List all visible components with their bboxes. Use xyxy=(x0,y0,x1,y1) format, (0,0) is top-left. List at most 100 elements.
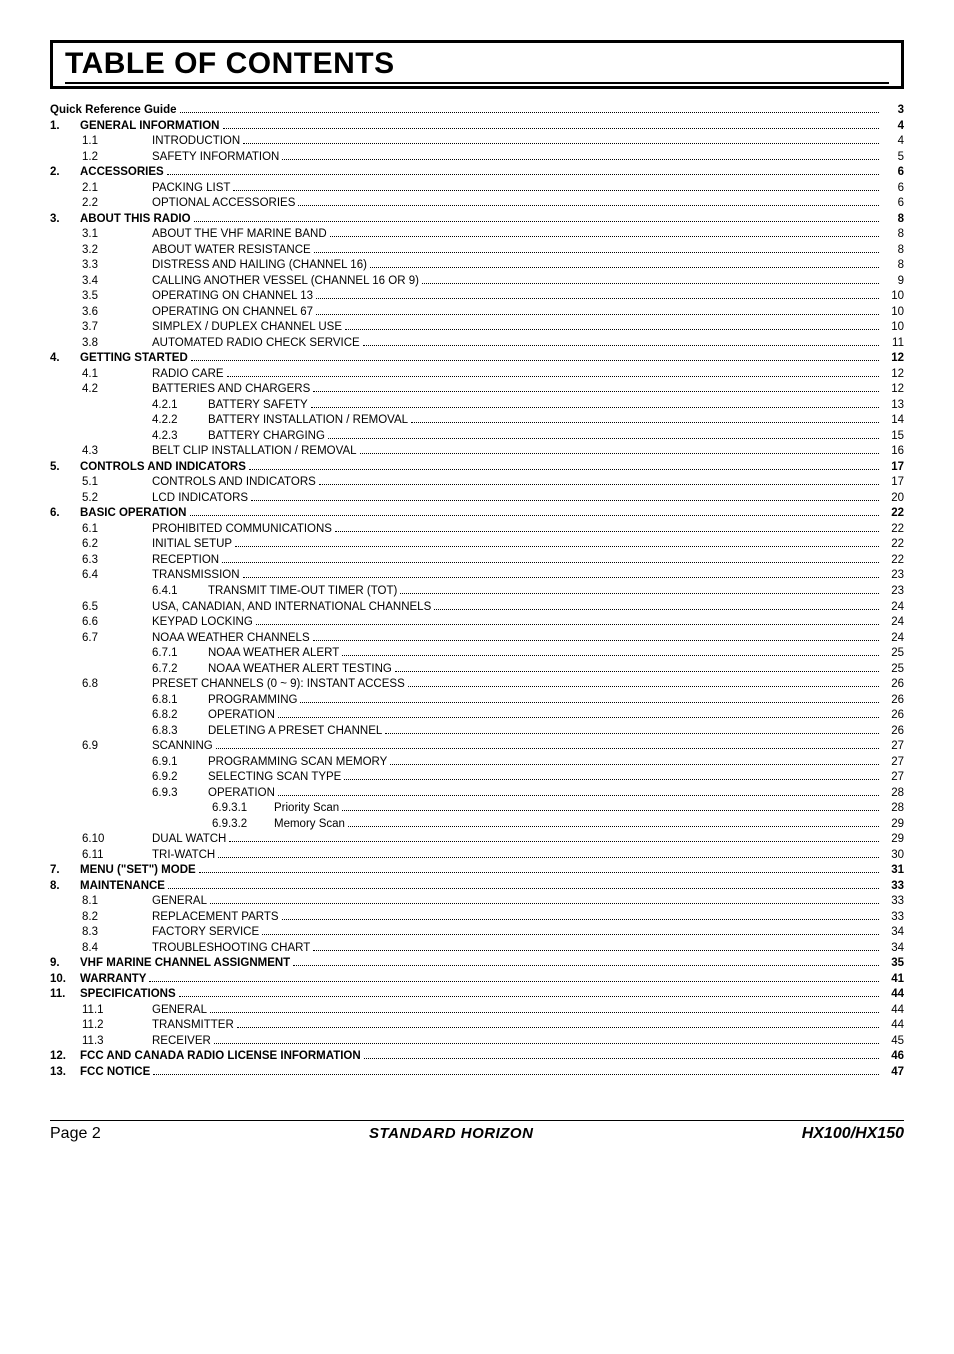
toc-label: 3.1ABOUT THE VHF MARINE BAND xyxy=(82,227,327,243)
toc-leader xyxy=(345,321,879,330)
toc-label: 5.CONTROLS AND INDICATORS xyxy=(50,460,246,476)
toc-page: 22 xyxy=(882,553,904,569)
toc-row: 3.8AUTOMATED RADIO CHECK SERVICE11 xyxy=(50,336,904,352)
toc-text: DUAL WATCH xyxy=(152,833,226,845)
toc-leader xyxy=(251,492,879,501)
toc-leader xyxy=(218,849,879,858)
toc-number: 11.1 xyxy=(82,1003,152,1019)
toc-number: 8. xyxy=(50,879,80,895)
toc-leader xyxy=(408,678,879,687)
toc-leader xyxy=(298,197,879,206)
toc-row: 1.2SAFETY INFORMATION5 xyxy=(50,150,904,166)
toc-text: RECEPTION xyxy=(152,554,219,566)
toc-number: 10. xyxy=(50,972,80,988)
toc-text: VHF MARINE CHANNEL ASSIGNMENT xyxy=(80,957,290,969)
toc-page: 31 xyxy=(882,863,904,879)
toc-row: 1.1INTRODUCTION4 xyxy=(50,134,904,150)
toc-number: 6.1 xyxy=(82,522,152,538)
toc-row: 7.MENU ("SET") MODE31 xyxy=(50,863,904,879)
toc-label: 4.2.3BATTERY CHARGING xyxy=(152,429,325,445)
toc-text: PROGRAMMING SCAN MEMORY xyxy=(208,756,387,768)
toc-label: 6.9.3.2Memory Scan xyxy=(212,817,345,833)
toc-number: 6.7.2 xyxy=(152,662,208,678)
toc-text: MAINTENANCE xyxy=(80,880,165,892)
toc-page: 17 xyxy=(882,475,904,491)
toc-row: 6.6KEYPAD LOCKING24 xyxy=(50,615,904,631)
toc-text: TRANSMITTER xyxy=(152,1019,234,1031)
toc-number: 4.2.3 xyxy=(152,429,208,445)
toc-text: NOAA WEATHER ALERT xyxy=(208,647,339,659)
toc-page: 8 xyxy=(882,227,904,243)
toc-leader xyxy=(316,290,879,299)
toc-label: 6.9.2SELECTING SCAN TYPE xyxy=(152,770,341,786)
toc-leader xyxy=(293,957,879,966)
toc-number: 3.5 xyxy=(82,289,152,305)
toc-label: 6.11TRI-WATCH xyxy=(82,848,215,864)
toc-page: 9 xyxy=(882,274,904,290)
toc-number: 8.3 xyxy=(82,925,152,941)
toc-label: 6.8.2OPERATION xyxy=(152,708,275,724)
toc-text: OPTIONAL ACCESSORIES xyxy=(152,197,295,209)
toc-text: Quick Reference Guide xyxy=(50,104,177,116)
toc-label: 5.2LCD INDICATORS xyxy=(82,491,248,507)
toc-leader xyxy=(335,523,879,532)
toc-row: 4.2.1BATTERY SAFETY13 xyxy=(50,398,904,414)
toc-row: 8.2REPLACEMENT PARTS33 xyxy=(50,910,904,926)
toc-label: 6.2INITIAL SETUP xyxy=(82,537,232,553)
page-footer: Page 2 STANDARD HORIZON HX100/HX150 xyxy=(50,1120,904,1143)
toc-page: 33 xyxy=(882,910,904,926)
toc-number: 4. xyxy=(50,351,80,367)
toc-row: 8.MAINTENANCE33 xyxy=(50,879,904,895)
toc-page: 44 xyxy=(882,1018,904,1034)
toc-label: 9.VHF MARINE CHANNEL ASSIGNMENT xyxy=(50,956,290,972)
toc-text: FCC AND CANADA RADIO LICENSE INFORMATION xyxy=(80,1050,361,1062)
toc-page: 28 xyxy=(882,786,904,802)
toc-row: 3.3DISTRESS AND HAILING (CHANNEL 16)8 xyxy=(50,258,904,274)
toc-number: 6.2 xyxy=(82,537,152,553)
toc-label: 6.5USA, CANADIAN, AND INTERNATIONAL CHAN… xyxy=(82,600,431,616)
toc-text: ABOUT THE VHF MARINE BAND xyxy=(152,228,327,240)
toc-number: 6. xyxy=(50,506,80,522)
toc-page: 10 xyxy=(882,305,904,321)
toc-leader xyxy=(243,569,879,578)
toc-row: 6.11TRI-WATCH30 xyxy=(50,848,904,864)
toc-text: CONTROLS AND INDICATORS xyxy=(80,461,246,473)
toc-text: RECEIVER xyxy=(152,1035,211,1047)
toc-label: 6.6KEYPAD LOCKING xyxy=(82,615,253,631)
toc-text: BATTERIES AND CHARGERS xyxy=(152,383,310,395)
toc-page: 41 xyxy=(882,972,904,988)
toc-text: SELECTING SCAN TYPE xyxy=(208,771,341,783)
toc-row: 6.7.2NOAA WEATHER ALERT TESTING25 xyxy=(50,662,904,678)
toc-text: KEYPAD LOCKING xyxy=(152,616,253,628)
toc-row: 6.8.1PROGRAMMING26 xyxy=(50,693,904,709)
toc-row: 3.6OPERATING ON CHANNEL 6710 xyxy=(50,305,904,321)
toc-label: 6.7.1NOAA WEATHER ALERT xyxy=(152,646,339,662)
toc-number: 4.2 xyxy=(82,382,152,398)
toc-number: 3.1 xyxy=(82,227,152,243)
toc-label: 11.2TRANSMITTER xyxy=(82,1018,234,1034)
toc-row: 6.8.3DELETING A PRESET CHANNEL26 xyxy=(50,724,904,740)
footer-brand: STANDARD HORIZON xyxy=(369,1125,533,1142)
toc-text: NOAA WEATHER ALERT TESTING xyxy=(208,663,392,675)
toc-text: TRANSMISSION xyxy=(152,569,240,581)
toc-page: 25 xyxy=(882,646,904,662)
toc-leader xyxy=(422,274,879,283)
toc-page: 24 xyxy=(882,631,904,647)
toc-number: 6.9.2 xyxy=(152,770,208,786)
footer-model: HX100/HX150 xyxy=(802,1125,904,1143)
toc-page: 23 xyxy=(882,584,904,600)
toc-label: Quick Reference Guide xyxy=(50,103,177,119)
toc-leader xyxy=(256,616,879,625)
toc-page: 8 xyxy=(882,258,904,274)
toc-row: 2.1PACKING LIST6 xyxy=(50,181,904,197)
toc-leader xyxy=(344,771,879,780)
toc-number: 3.7 xyxy=(82,320,152,336)
toc-row: 11.2TRANSMITTER 44 xyxy=(50,1018,904,1034)
toc-row: 3.4CALLING ANOTHER VESSEL (CHANNEL 16 OR… xyxy=(50,274,904,290)
toc-number: 6.9 xyxy=(82,739,152,755)
toc-row: 6.2INITIAL SETUP22 xyxy=(50,537,904,553)
toc-label: 6.3RECEPTION xyxy=(82,553,219,569)
toc-number: 2.1 xyxy=(82,181,152,197)
toc-leader xyxy=(278,709,879,718)
toc-number: 5. xyxy=(50,460,80,476)
